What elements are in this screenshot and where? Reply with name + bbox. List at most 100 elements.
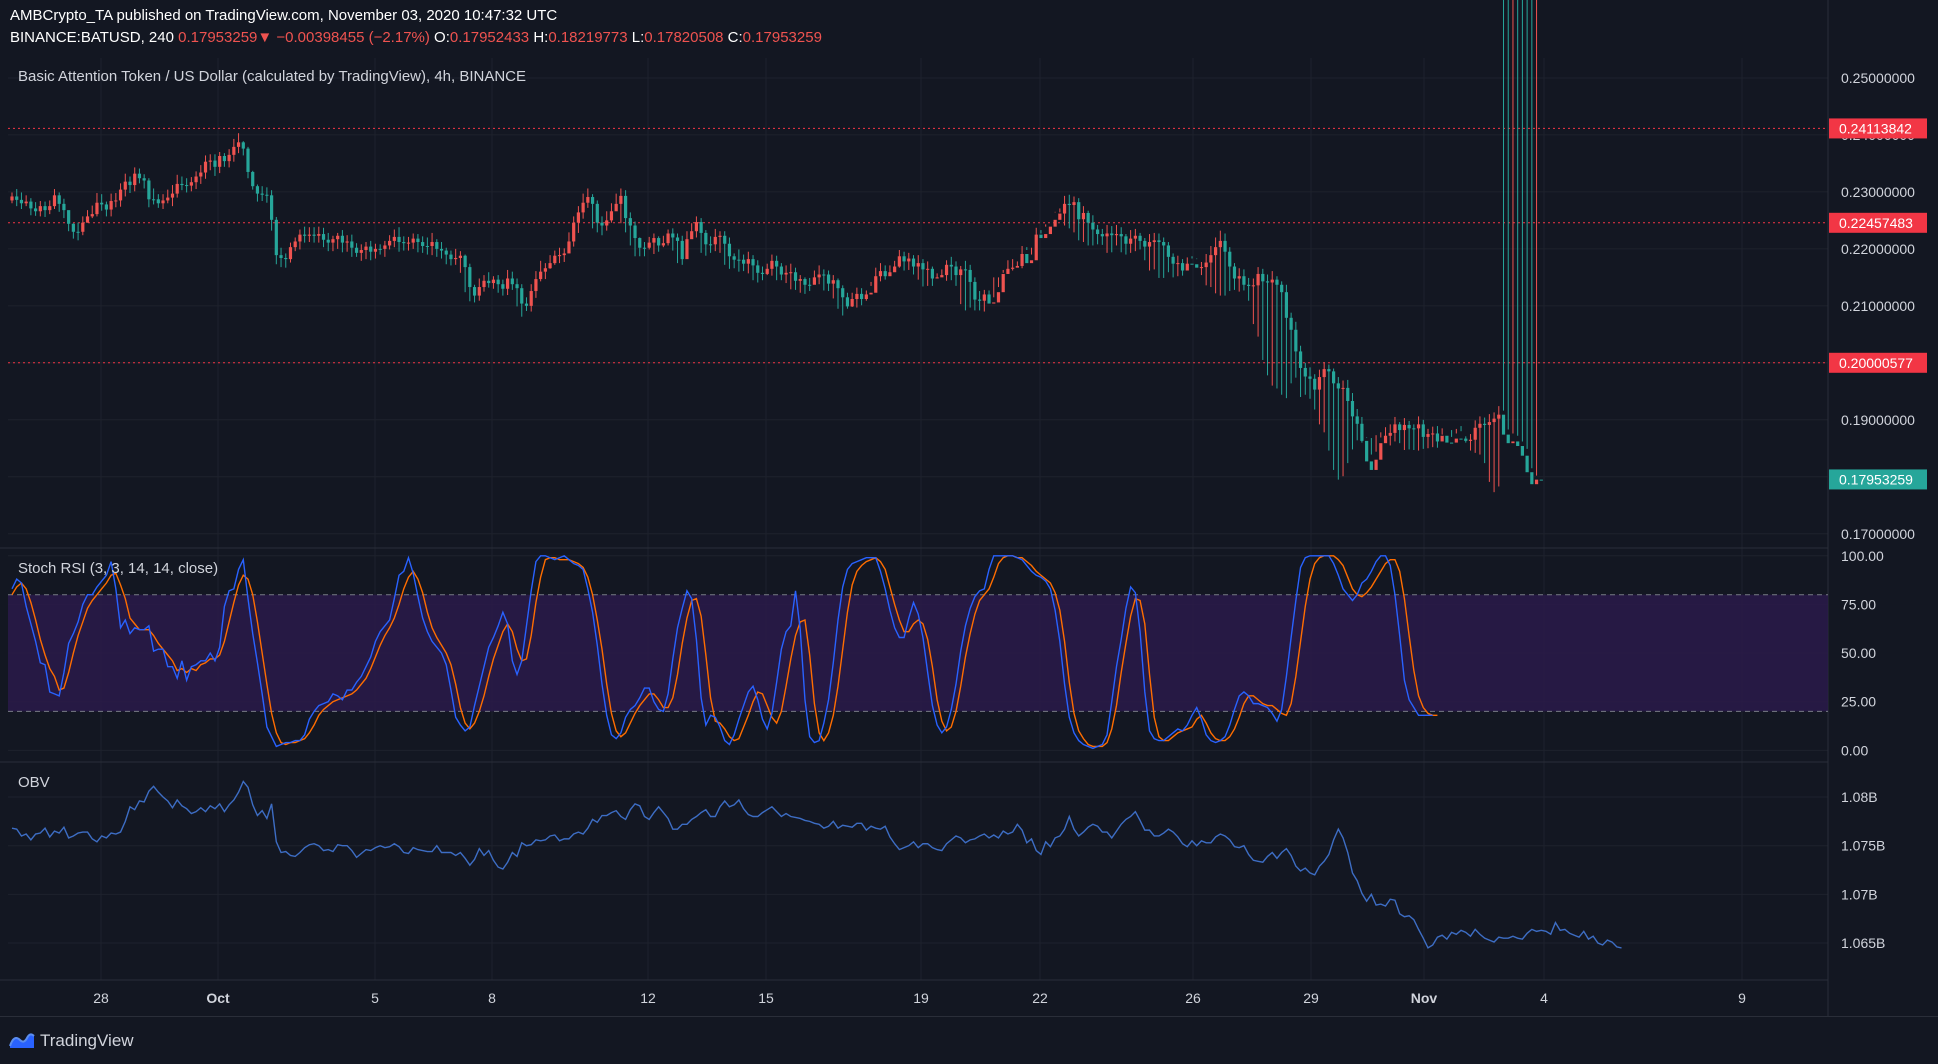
- candle-146: [699, 218, 703, 253]
- candle-body-241: [1147, 242, 1152, 247]
- candle-127: [609, 203, 614, 223]
- candle-307: [1459, 426, 1463, 440]
- candle-body-321: [1525, 455, 1529, 473]
- candle-158: [756, 260, 760, 283]
- candle-132: [633, 221, 637, 257]
- chart-area[interactable]: 0.170000000.180000000.190000000.20000000…: [0, 0, 1938, 1016]
- candle-body-4: [29, 201, 33, 209]
- candle-body-48: [236, 142, 241, 147]
- candle-29: [147, 178, 151, 208]
- tradingview-brand[interactable]: TradingView: [40, 1031, 134, 1050]
- candle-270: [1284, 284, 1288, 399]
- candle-body-36: [180, 183, 184, 186]
- obv-title: OBV: [18, 774, 50, 791]
- candle-226: [1077, 198, 1081, 241]
- candle-85: [411, 233, 415, 249]
- candle-body-287: [1365, 440, 1369, 462]
- candle-body-167: [798, 279, 802, 281]
- candle-250: [1190, 256, 1194, 265]
- candle-body-235: [1119, 234, 1123, 237]
- candle-body-259: [1232, 266, 1237, 279]
- candle-body-190: [907, 258, 911, 262]
- stoch-rsi-k-line: [11, 554, 1433, 750]
- candle-body-239: [1138, 235, 1142, 241]
- candle-body-227: [1081, 212, 1086, 220]
- candle-255: [1214, 237, 1218, 294]
- candle-body-75: [364, 246, 368, 251]
- candle-137: [657, 236, 661, 252]
- candle-body-272: [1294, 329, 1298, 352]
- candle-body-208: [992, 302, 996, 304]
- candle-body-115: [553, 255, 557, 264]
- date-tick-2: 5: [371, 990, 379, 1006]
- candle-body-187: [893, 266, 897, 273]
- candle-body-107: [515, 284, 519, 289]
- candle-164: [784, 265, 788, 284]
- candle-body-183: [874, 276, 878, 293]
- candle-body-181: [864, 294, 868, 300]
- candle-body-38: [189, 182, 193, 186]
- candle-72: [350, 234, 354, 257]
- candle-155: [742, 254, 746, 272]
- candle-157: [751, 255, 755, 281]
- candle-body-130: [624, 195, 628, 219]
- down-arrow-icon: ▼: [257, 29, 273, 46]
- candle-body-19: [100, 202, 104, 205]
- candle-body-41: [203, 161, 208, 173]
- price-level-badge-text-0: 0.24113842: [1839, 120, 1912, 136]
- candle-body-125: [600, 222, 604, 226]
- candle-277: [1317, 369, 1322, 425]
- candle-36: [180, 176, 184, 191]
- candle-body-67: [326, 239, 330, 243]
- candle-82: [397, 227, 401, 252]
- candle-body-86: [416, 238, 420, 243]
- candle-body-60: [293, 241, 297, 248]
- candle-body-231: [1100, 234, 1104, 237]
- candle-51: [251, 170, 255, 190]
- candle-body-219: [1044, 234, 1048, 239]
- candle-252: [1199, 261, 1204, 276]
- candle-185: [883, 265, 887, 280]
- candle-21: [109, 193, 113, 217]
- candle-body-155: [742, 259, 746, 264]
- candle-92: [444, 247, 448, 265]
- candle-body-238: [1133, 235, 1137, 239]
- candle-body-116: [557, 255, 562, 257]
- candle-body-163: [779, 266, 783, 275]
- candle-body-82: [397, 236, 401, 243]
- candle-body-154: [737, 259, 741, 261]
- candle-281: [1336, 377, 1340, 480]
- candle-body-316: [1501, 414, 1506, 435]
- candle-25: [128, 176, 132, 194]
- candle-body-97: [468, 267, 472, 288]
- candle-body-229: [1091, 222, 1095, 230]
- candle-body-96: [463, 255, 467, 268]
- candle-153: [732, 253, 736, 269]
- candle-body-307: [1459, 438, 1463, 440]
- candle-body-252: [1199, 267, 1204, 269]
- candle-body-203: [968, 269, 972, 282]
- candle-221: [1053, 211, 1057, 227]
- candle-316: [1501, 0, 1506, 435]
- candle-body-197: [940, 275, 944, 278]
- candle-body-58: [284, 257, 288, 260]
- candle-279: [1327, 364, 1331, 451]
- candle-321: [1525, 0, 1529, 473]
- candle-body-72: [350, 241, 354, 248]
- candle-body-306: [1454, 438, 1458, 443]
- candle-75: [364, 242, 368, 260]
- candle-body-193: [921, 263, 925, 270]
- candle-305: [1450, 430, 1454, 444]
- candle-body-59: [288, 247, 293, 260]
- publisher-name[interactable]: AMBCrypto_TA: [10, 7, 113, 24]
- candle-262: [1247, 277, 1251, 301]
- candle-body-249: [1185, 263, 1189, 271]
- candle-12: [67, 210, 71, 232]
- candle-278: [1322, 362, 1326, 433]
- candle-body-27: [137, 173, 142, 179]
- candle-body-141: [675, 237, 680, 241]
- candle-198: [944, 260, 949, 281]
- candle-body-286: [1360, 423, 1364, 441]
- candle-body-121: [581, 202, 585, 213]
- candle-body-90: [435, 242, 439, 249]
